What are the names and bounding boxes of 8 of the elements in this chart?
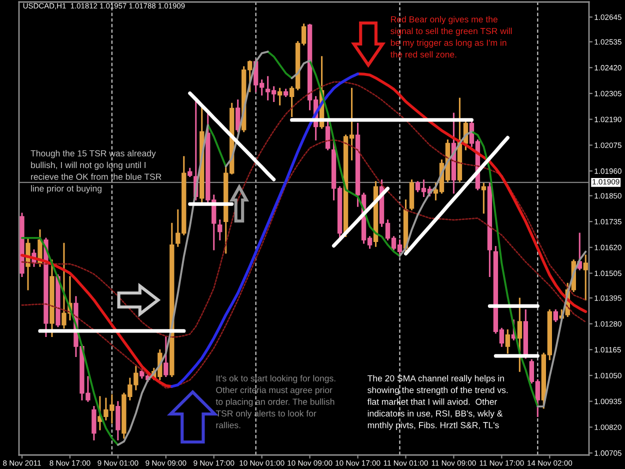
line-series bbox=[21, 81, 586, 338]
line-series bbox=[170, 72, 360, 388]
annotation: It's ok to start looking for longs. Other criteria must agree prior to placing an order. The bullish TSR only alerts to look for rallies. bbox=[216, 375, 336, 428]
line-series bbox=[404, 136, 510, 256]
line-series bbox=[188, 91, 276, 182]
annotation: Red Bear only gives me the signal to sell the green TSR will be my trigger as long as I'm in the red sell zone. bbox=[390, 16, 512, 58]
annotation: The 20 SMA channel really helps in showing the strength of the trend vs. flat market that I will aviod. Other indicators in use, RSI, BB's, wkly & mnthly pivts, Fibs. Hrztl S&R, TL's bbox=[367, 375, 508, 430]
line-series bbox=[332, 186, 390, 248]
